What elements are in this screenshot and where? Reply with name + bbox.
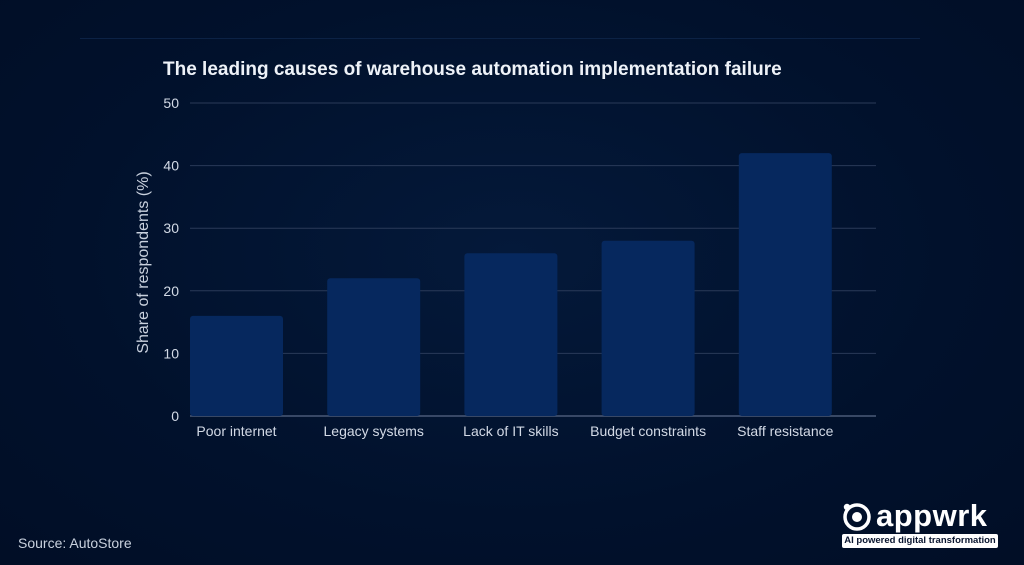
x-tick-label: Legacy systems	[324, 423, 424, 439]
chart-title: The leading causes of warehouse automati…	[163, 59, 782, 80]
y-tick-label: 40	[163, 158, 179, 174]
bar-lack-of-it-skills	[464, 253, 558, 416]
source-note: Source: AutoStore	[18, 535, 132, 551]
brand-name: appwrk	[876, 498, 988, 533]
bar-budget-constraints	[601, 240, 695, 416]
y-tick-label: 50	[163, 95, 179, 111]
brand-tagline: AI powered digital transformation	[842, 534, 998, 548]
bar-staff-resistance	[738, 153, 832, 416]
x-tick-label: Budget constraints	[590, 423, 706, 439]
x-tick-label: Lack of IT skills	[463, 423, 558, 439]
bar-legacy-systems	[327, 278, 421, 416]
y-tick-label: 20	[163, 283, 179, 299]
bar-poor-internet	[190, 315, 283, 416]
x-tick-label: Poor internet	[196, 423, 276, 439]
x-tick-label: Staff resistance	[737, 423, 833, 439]
y-tick-label: 10	[163, 345, 179, 361]
bars	[190, 153, 832, 416]
y-tick-label: 0	[171, 408, 179, 424]
y-tick-label: 30	[163, 220, 179, 236]
x-tick-labels: Poor internet Legacy systems Lack of IT sk…	[196, 423, 833, 439]
brand-logo[interactable]: appwrk AI powered digital transformation	[842, 498, 1002, 552]
y-axis-label: Share of respondents (%)	[135, 171, 152, 353]
y-tick-labels: 0 10 20 30 40 50	[163, 95, 179, 424]
top-divider	[80, 38, 920, 39]
appwrk-logo-icon	[843, 503, 871, 531]
